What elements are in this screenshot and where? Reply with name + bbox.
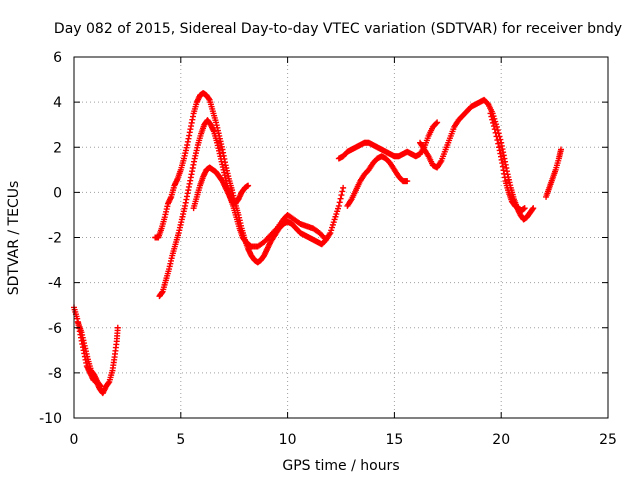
- data-point: [490, 119, 497, 126]
- y-tick-label: 4: [53, 95, 62, 111]
- y-tick-label: -4: [48, 276, 62, 292]
- series-pass-e: [190, 164, 252, 212]
- y-tick-label: -8: [48, 366, 62, 382]
- data-point: [338, 192, 345, 199]
- x-tick-label: 15: [385, 432, 403, 448]
- data-point: [97, 383, 104, 390]
- data-point: [404, 178, 411, 185]
- data-point: [487, 110, 494, 117]
- data-point: [558, 146, 565, 153]
- data-point: [490, 123, 497, 130]
- data-point: [494, 137, 501, 144]
- data-points: [71, 90, 565, 397]
- y-tick-label: 2: [53, 140, 62, 156]
- data-point: [333, 211, 340, 218]
- series-pass-b: [75, 320, 104, 390]
- series-pass-f: [335, 119, 441, 162]
- data-point: [492, 129, 499, 136]
- x-tick-label: 0: [70, 432, 79, 448]
- data-point: [489, 116, 496, 123]
- series-pass-g: [344, 153, 411, 209]
- x-tick-label: 5: [176, 432, 185, 448]
- x-tick-label: 25: [599, 432, 617, 448]
- y-tick-label: 6: [53, 50, 62, 66]
- y-tick-label: -6: [48, 321, 62, 337]
- data-point: [493, 133, 500, 140]
- y-tick-label: -10: [39, 411, 62, 427]
- data-point: [495, 140, 502, 147]
- data-point: [329, 221, 336, 228]
- x-tick-label: 20: [492, 432, 510, 448]
- series-pass-i: [487, 110, 528, 214]
- data-point: [530, 205, 537, 212]
- chart-title: Day 082 of 2015, Sidereal Day-to-day VTE…: [54, 21, 622, 37]
- data-point: [328, 227, 335, 234]
- x-tick-label: 10: [279, 432, 297, 448]
- data-point: [339, 188, 346, 195]
- series-pass-d: [156, 117, 330, 300]
- data-point: [337, 195, 344, 202]
- data-point: [327, 229, 334, 236]
- data-point: [330, 219, 337, 226]
- series-pass-h: [417, 96, 537, 223]
- data-point: [491, 126, 498, 133]
- data-point: [329, 224, 336, 231]
- x-axis-ticks: 0 5 10 15 20 25: [70, 57, 617, 448]
- data-point: [335, 202, 342, 209]
- data-point: [434, 119, 441, 126]
- y-tick-label: 0: [53, 185, 62, 201]
- data-point: [433, 120, 440, 127]
- data-point: [335, 205, 342, 212]
- data-point: [331, 216, 338, 223]
- data-point: [332, 213, 339, 220]
- y-tick-label: -2: [48, 231, 62, 247]
- data-point: [334, 208, 341, 215]
- data-point: [336, 199, 343, 206]
- y-axis-ticks: -10 -8 -6 -4 -2 0 2 4 6: [39, 50, 608, 427]
- y-axis-label: SDTVAR / TECUs: [6, 181, 22, 296]
- data-point: [340, 184, 347, 191]
- data-point: [521, 205, 528, 212]
- series-pass-j: [543, 146, 565, 200]
- x-axis-label: GPS time / hours: [282, 458, 399, 474]
- data-point: [488, 113, 495, 120]
- data-point: [114, 324, 121, 331]
- data-point: [245, 182, 252, 189]
- data-point: [323, 236, 330, 243]
